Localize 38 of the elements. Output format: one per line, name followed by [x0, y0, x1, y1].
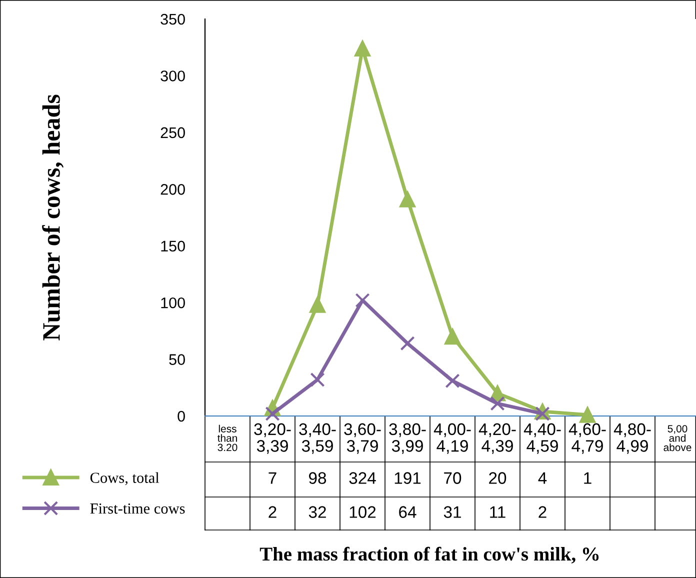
data-label: 20: [489, 472, 506, 484]
data-label: 64: [399, 506, 416, 518]
data-label: 7: [268, 472, 276, 484]
x-tick-label: 4,00- 4,19: [434, 423, 471, 454]
x-tick-label: 5,00 and above: [664, 425, 692, 452]
data-label: 2: [538, 506, 546, 518]
data-label: 191: [394, 472, 421, 484]
y-tick-label: 200: [160, 184, 185, 195]
y-axis-title: Number of cows, heads: [42, 94, 64, 340]
data-label: 102: [350, 506, 376, 518]
x-tick-label: 4,20- 4,39: [478, 423, 516, 454]
legend-label: First-time cows: [90, 503, 185, 514]
x-tick-label: 3,40- 3,59: [299, 423, 336, 454]
y-tick-label: 0: [178, 410, 185, 422]
x-tick-label: 3,60- 3,79: [344, 423, 381, 454]
x-tick-label: 4,80- 4,99: [614, 423, 651, 454]
data-label: 70: [444, 472, 462, 484]
y-tick-label: 150: [161, 240, 185, 252]
x-tick-label: 3,80- 3,99: [389, 423, 426, 454]
data-label: 2: [268, 506, 276, 518]
y-tick-label: 250: [160, 127, 185, 138]
data-label: 4: [538, 472, 547, 484]
y-tick-label: 50: [169, 354, 185, 365]
data-label: 32: [308, 506, 326, 518]
y-tick-label: 300: [160, 70, 185, 82]
y-tick-label: 100: [161, 297, 185, 308]
x-axis-title: The mass fraction of fat in cow's milk, %: [260, 546, 599, 564]
data-label: 31: [444, 506, 461, 518]
data-label: 1: [584, 472, 592, 484]
data-label: 11: [490, 506, 506, 518]
x-tick-label: 3,20- 3,39: [254, 423, 291, 454]
x-tick-label: 4,60- 4,79: [568, 423, 606, 454]
legend-label: Cows, total: [90, 472, 160, 486]
x-tick-label: 4,40- 4,59: [524, 423, 561, 454]
x-tick-label: less than 3.20: [218, 424, 238, 452]
data-label: 98: [309, 472, 326, 484]
y-tick-label: 350: [160, 14, 185, 25]
data-label: 324: [349, 472, 376, 484]
